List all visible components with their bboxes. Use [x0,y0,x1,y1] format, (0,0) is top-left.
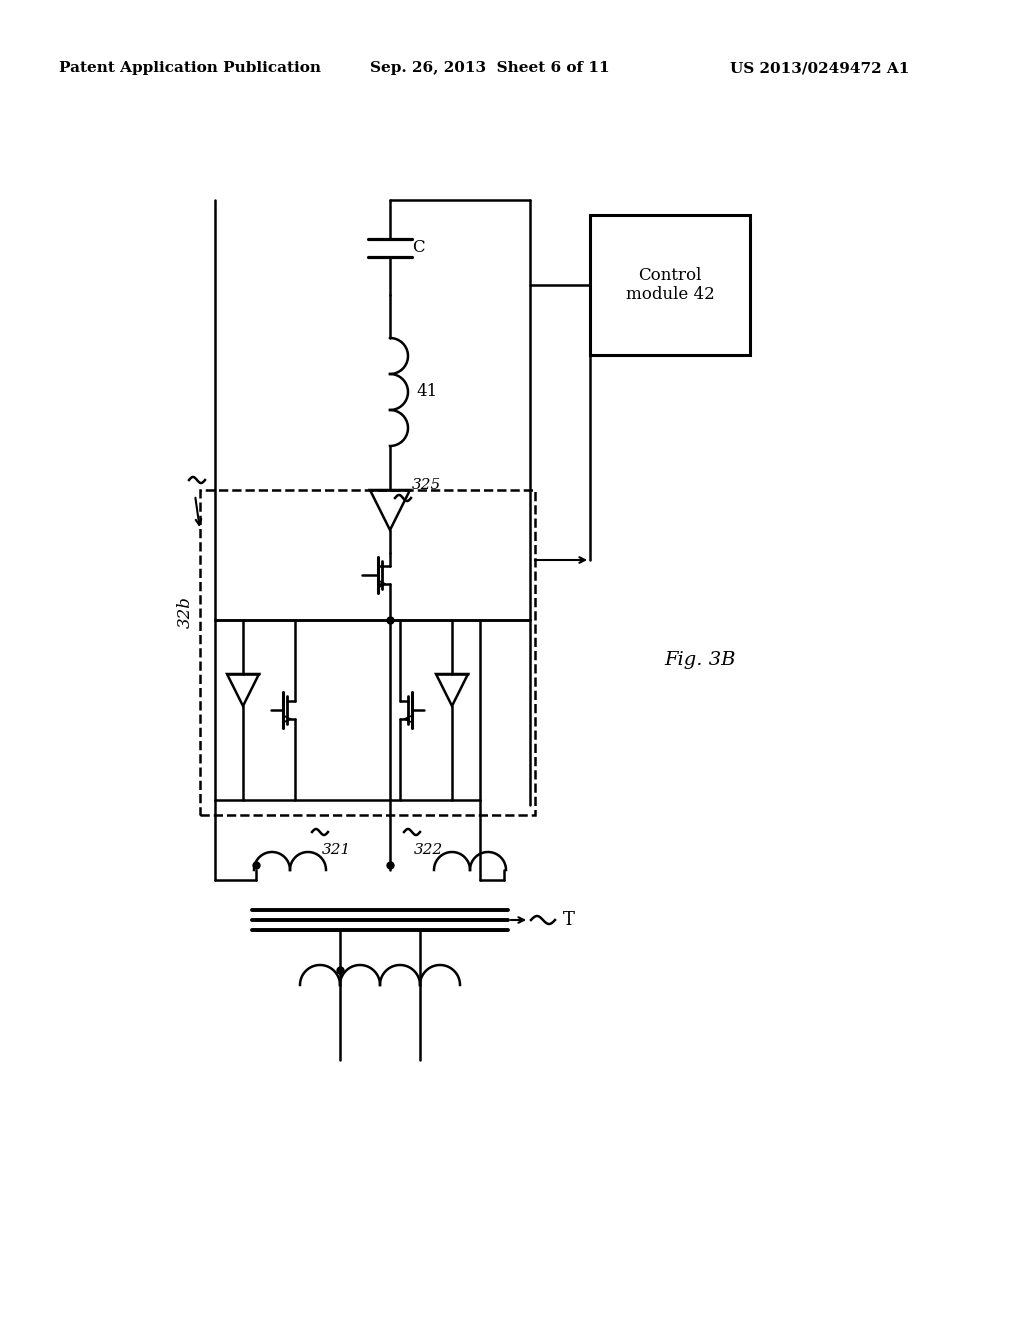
Text: T: T [563,911,574,929]
Text: 41: 41 [416,384,437,400]
Text: Control
module 42: Control module 42 [626,267,715,304]
Text: C: C [412,239,425,256]
Text: Sep. 26, 2013  Sheet 6 of 11: Sep. 26, 2013 Sheet 6 of 11 [371,61,610,75]
Text: US 2013/0249472 A1: US 2013/0249472 A1 [730,61,909,75]
Text: 322: 322 [414,843,443,857]
Text: Patent Application Publication: Patent Application Publication [59,61,321,75]
Text: 32b: 32b [176,597,194,628]
Text: Fig. 3B: Fig. 3B [665,651,736,669]
Bar [200,490,535,814]
Bar [590,215,750,355]
Text: 325: 325 [412,478,441,492]
Text: 321: 321 [322,843,351,857]
